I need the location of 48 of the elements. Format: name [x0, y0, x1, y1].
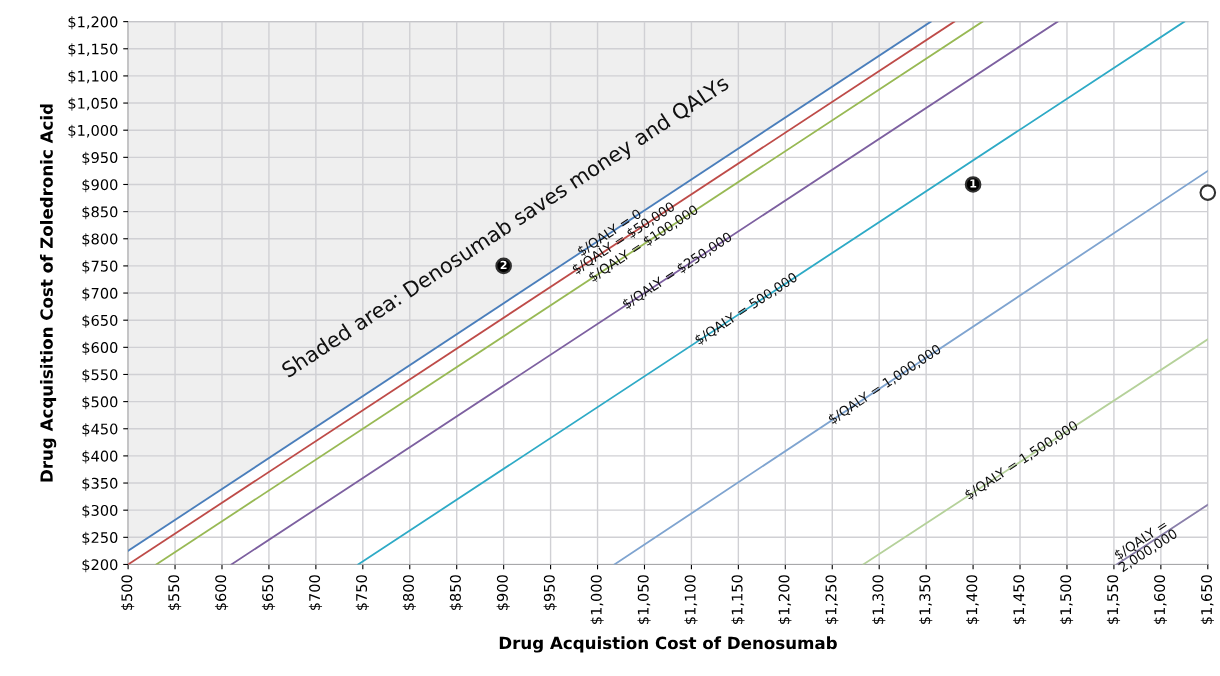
- x-tick-label: $700: [308, 575, 323, 611]
- y-tick-label: $450: [82, 423, 118, 437]
- x-tick-label: $1,050: [637, 575, 651, 624]
- y-tick-label: $500: [82, 396, 118, 410]
- annotation: 1: [970, 179, 977, 188]
- x-tick-label: $900: [496, 575, 510, 611]
- point: [1199, 184, 1217, 201]
- y-tick-label: $650: [82, 314, 118, 328]
- y-tick-label: $850: [82, 206, 118, 220]
- y-tick-label: $900: [82, 178, 118, 193]
- y-tick-label: $300: [82, 504, 118, 518]
- y-tick-label: $950: [82, 151, 118, 166]
- x-tick-label: $600: [214, 575, 229, 611]
- y-tick-label: $800: [82, 233, 118, 247]
- x-tick-label: $750: [355, 575, 369, 611]
- y-tick-label: $550: [82, 368, 118, 383]
- x-tick-label: $1,450: [1012, 575, 1027, 624]
- x-tick-label: $1,000: [590, 575, 604, 624]
- x-tick-label: $650: [261, 575, 276, 611]
- x-tick-label: $1,500: [1059, 575, 1074, 624]
- x-tick-label: $1,550: [1106, 575, 1121, 624]
- x-tick-label: $1,300: [872, 575, 886, 624]
- x-tick-label: $1,350: [919, 575, 933, 624]
- y-tick-label: $1,100: [68, 70, 118, 84]
- x-tick-label: $850: [449, 575, 463, 611]
- y-tick-label: $1,050: [68, 97, 118, 111]
- x-axis-title: Drug Acquistion Cost of Denosumab: [499, 636, 837, 653]
- y-tick-label: $200: [82, 558, 118, 573]
- x-tick-label: $1,150: [731, 575, 745, 624]
- x-tick-label: $1,650: [1200, 575, 1214, 624]
- y-tick-label: $350: [82, 477, 118, 491]
- x-tick-label: $1,250: [825, 575, 839, 624]
- y-tick-label: $1,150: [68, 43, 118, 57]
- y-tick-label: $400: [82, 450, 118, 464]
- x-tick-label: $800: [402, 575, 416, 611]
- y-axis-title: Drug Acquisition Cost of Zoledronic Acid: [39, 104, 57, 482]
- x-tick-label: $550: [167, 575, 182, 611]
- y-tick-label: $600: [82, 341, 118, 356]
- x-tick-label: $1,400: [966, 575, 980, 624]
- y-tick-label: $1,200: [68, 16, 118, 30]
- y-tick-label: $250: [82, 531, 118, 545]
- y-tick-label: $1,000: [68, 124, 118, 138]
- y-tick-label: $750: [82, 260, 118, 274]
- x-tick-label: $1,600: [1153, 575, 1168, 624]
- y-tick-label: $700: [82, 287, 118, 301]
- x-tick-label: $1,200: [778, 575, 792, 624]
- x-tick-label: $950: [543, 575, 557, 611]
- x-tick-label: $1,100: [684, 575, 698, 624]
